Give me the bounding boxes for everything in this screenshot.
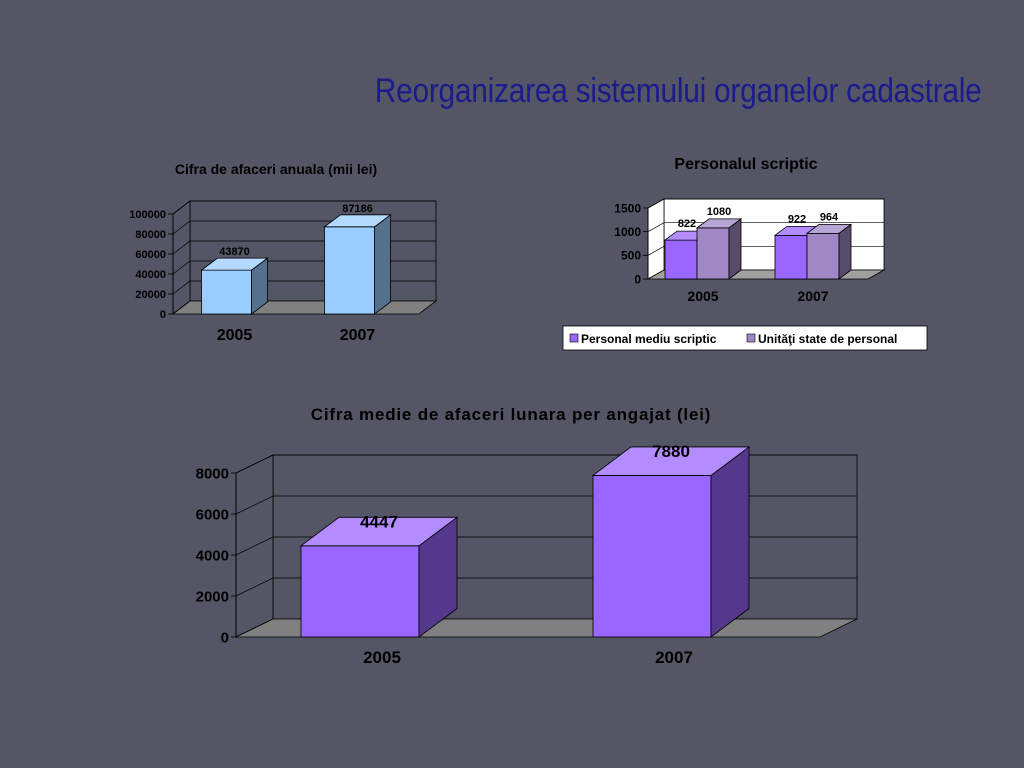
data-label: 87186 (342, 203, 373, 215)
data-label: 922 (788, 213, 806, 225)
x-category-label-0: 2005 (217, 327, 253, 344)
data-label: 4447 (360, 512, 398, 531)
bar-top (299, 516, 459, 547)
gridline (647, 198, 884, 209)
x-category-label-1: 2007 (655, 648, 693, 667)
y-tick-label-2: 40000 (135, 269, 166, 281)
legend-swatch-0 (569, 333, 579, 343)
x-category-label-0: 2005 (363, 648, 401, 667)
bar-front (201, 269, 252, 315)
bar-top (591, 446, 751, 476)
y-tick-label-3: 60000 (135, 249, 166, 261)
legend (562, 325, 928, 351)
bar-front (300, 545, 420, 638)
chart-title: Cifra medie de afaceri lunara per angaja… (311, 405, 711, 424)
bar-front (324, 226, 375, 315)
y-tick-label-5: 100000 (129, 209, 166, 221)
data-label: 43870 (219, 246, 250, 258)
legend-label-1: Unităţi state de personal (758, 332, 897, 346)
bar-front (696, 227, 730, 280)
x-category-label-1: 2007 (340, 327, 376, 344)
x-category-label-1: 2007 (797, 288, 828, 304)
y-tick-label-1: 500 (621, 249, 641, 263)
y-tick-label-0: 0 (160, 309, 166, 321)
y-tick-label-0: 0 (221, 629, 229, 646)
bar-top (805, 223, 853, 234)
slide-title: Reorganizarea sistemului organelor cadas… (375, 72, 982, 110)
y-tick-label-3: 1500 (614, 201, 641, 215)
y-tick-label-3: 6000 (196, 506, 229, 523)
y-tick-label-0: 0 (634, 272, 641, 286)
data-label: 1080 (707, 206, 731, 218)
y-tick-label-1: 2000 (196, 588, 229, 605)
y-tick-label-2: 4000 (196, 547, 229, 564)
bar-side (710, 446, 750, 638)
bar-top (200, 257, 269, 271)
bar-front (592, 475, 712, 638)
data-label: 7880 (652, 442, 690, 461)
chart-title: Cifra de afaceri anuala (mii lei) (175, 161, 377, 177)
bar-top (695, 218, 743, 229)
y-tick-label-4: 8000 (196, 465, 229, 482)
bar-top (323, 214, 392, 228)
legend-swatch-1 (746, 333, 756, 343)
y-tick-label-1: 20000 (135, 289, 166, 301)
data-label: 964 (820, 211, 839, 223)
gridline (172, 200, 436, 215)
data-label: 822 (678, 218, 696, 230)
legend-label-0: Personal mediu scriptic (581, 332, 717, 346)
gridline (647, 222, 884, 232)
chart-title: Personalul scriptic (674, 156, 817, 173)
y-tick-label-2: 1000 (614, 225, 641, 239)
x-category-label-0: 2005 (687, 288, 718, 304)
y-tick-label-4: 80000 (135, 229, 166, 241)
